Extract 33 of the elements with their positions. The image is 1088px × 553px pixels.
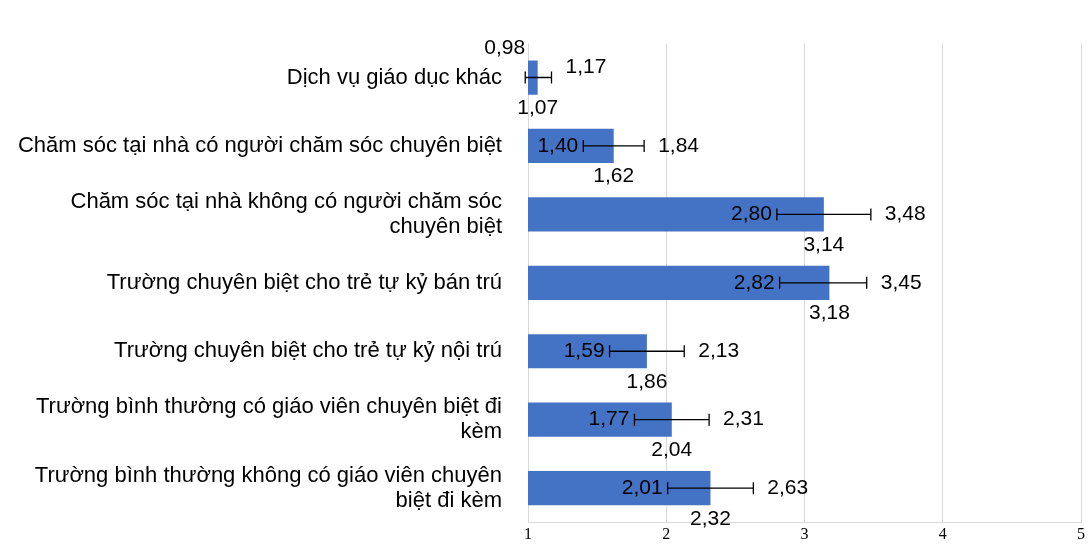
x-tick-label: 3	[800, 525, 809, 543]
annotation: 3,48	[884, 201, 926, 225]
annotation: 1,59	[563, 338, 605, 362]
data-label: 2,32	[690, 505, 731, 529]
annotation: 1,84	[658, 132, 700, 156]
annotation: 1,77	[588, 406, 630, 430]
data-label: 3,14	[803, 231, 845, 255]
data-label: 3,18	[808, 300, 850, 324]
annotation: 2,80	[730, 201, 772, 225]
annotation: 1,40	[537, 132, 579, 156]
annotation: 2,01	[621, 474, 663, 498]
y-tick-label: Trường chuyên biệt cho trẻ tự kỷ bán trú	[106, 268, 502, 294]
y-tick-label: Chăm sóc tại nhà có người chăm sóc chuyên biệt	[17, 132, 502, 158]
annotation: 2,13	[698, 338, 740, 362]
annotation: 1,17	[565, 54, 607, 78]
data-label: 1,86	[626, 368, 668, 392]
data-label: 2,04	[651, 437, 693, 461]
x-tick-label: 5	[1077, 525, 1085, 543]
x-tick-label: 2	[662, 525, 671, 543]
annotation: 3,45	[880, 269, 922, 293]
data-label: 1,62	[593, 163, 635, 187]
annotation: 2,82	[733, 269, 775, 293]
data-label: 1,07	[517, 94, 559, 118]
x-tick-label: 4	[938, 525, 947, 543]
annotation: 2,31	[723, 406, 764, 430]
annotation: 2,63	[767, 474, 809, 498]
x-tick-label: 1	[524, 525, 532, 543]
y-tick-label: Trường bình thường có giáo viên chuyên biệt đi kèm	[36, 393, 502, 444]
y-tick-label: Trường chuyên biệt cho trẻ tự kỷ nội trú	[114, 337, 502, 363]
y-tick-label: Trường bình thường không có giáo viên chuyên biệt đi kèm	[34, 461, 502, 512]
y-tick-label: Chăm sóc tại nhà không có người chăm sóc chuyên biệt	[70, 187, 502, 239]
annotation: 0,98	[484, 34, 526, 58]
y-tick-label: Dịch vụ giáo dục khác	[286, 63, 502, 89]
